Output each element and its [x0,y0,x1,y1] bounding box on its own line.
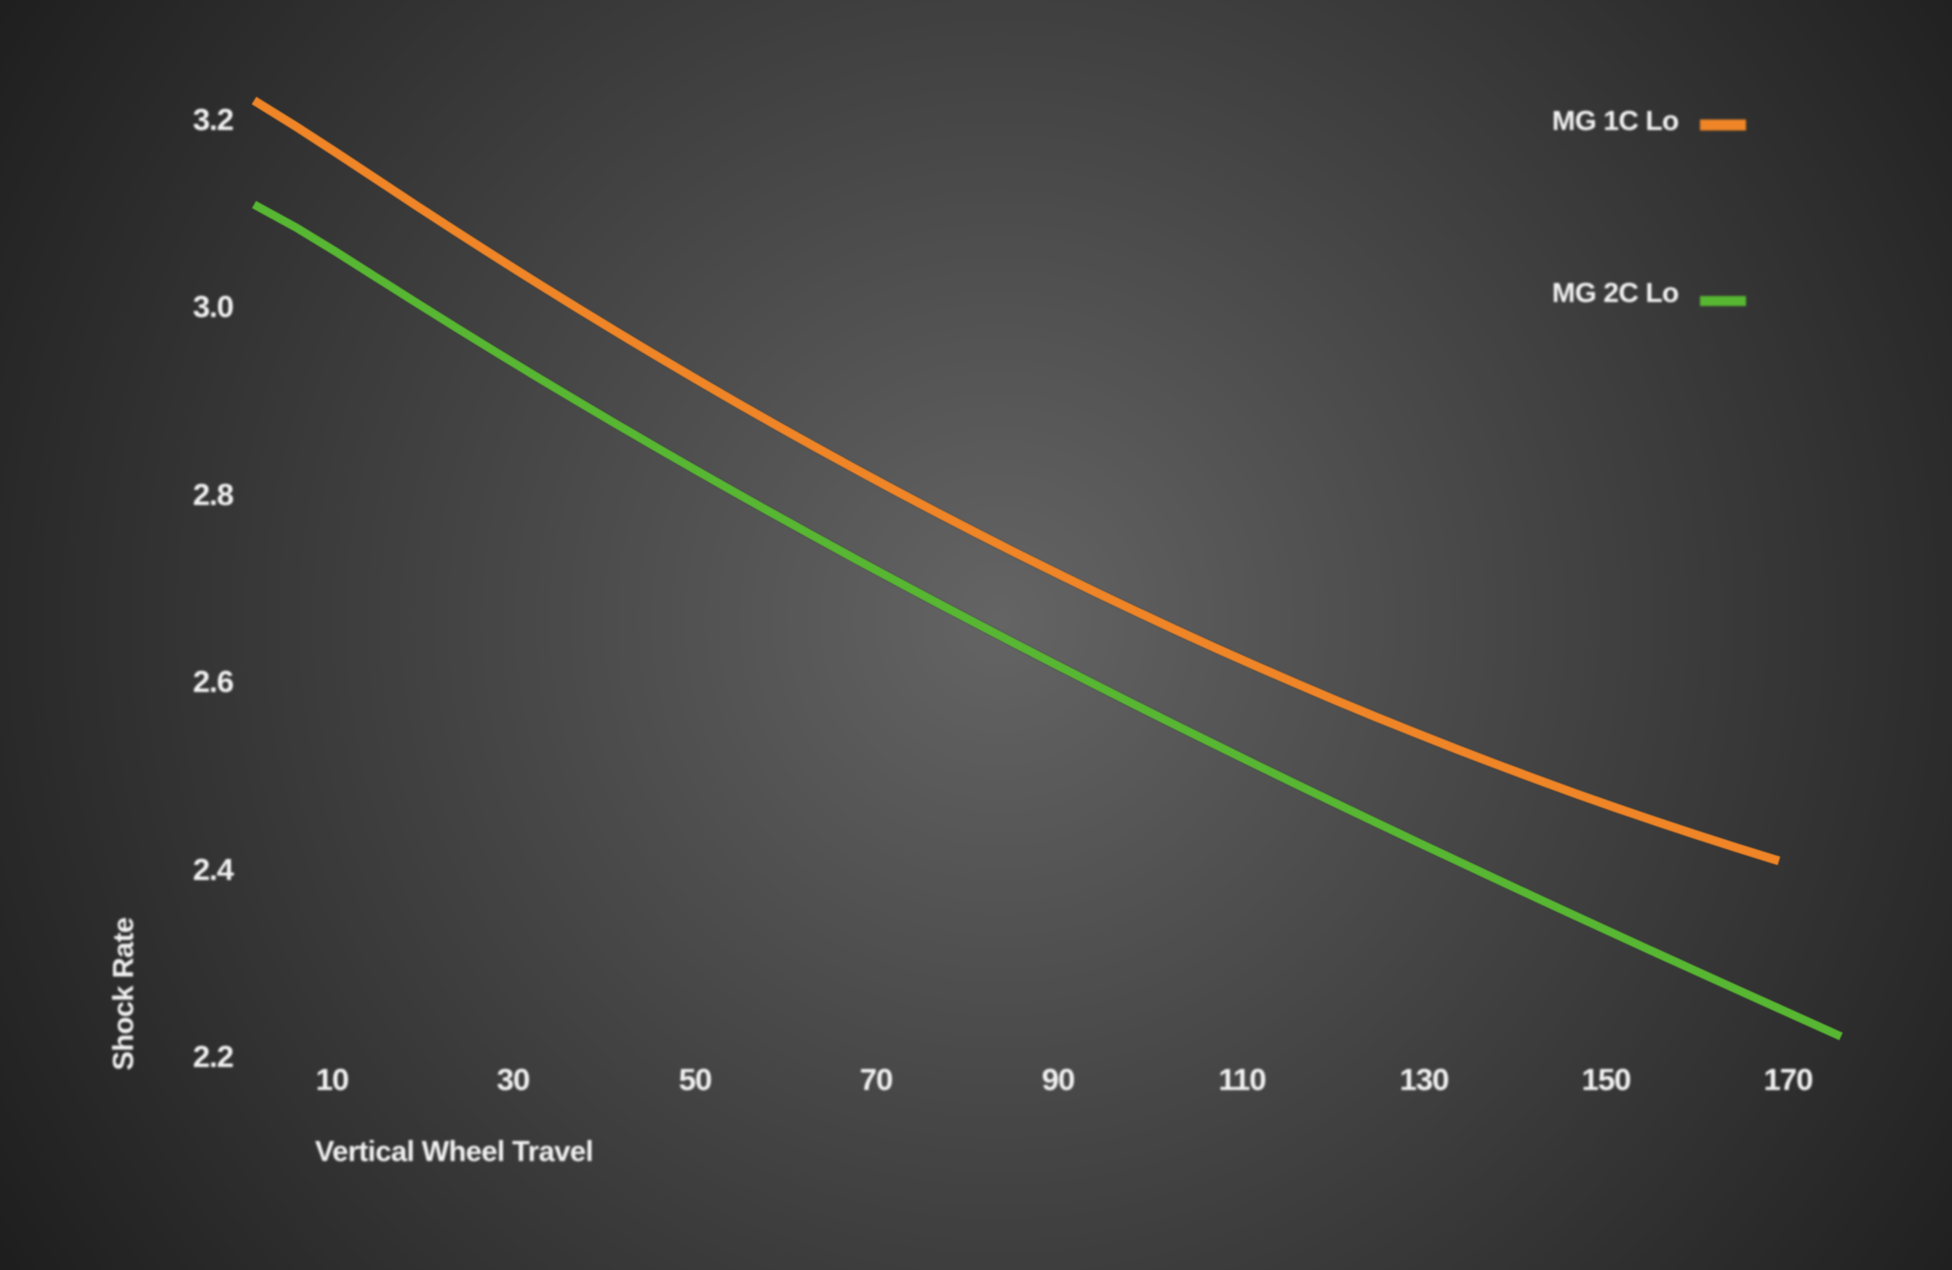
svg-text:2.8: 2.8 [193,477,234,512]
svg-text:70: 70 [860,1062,892,1097]
svg-text:MG 1C Lo: MG 1C Lo [1552,105,1679,136]
svg-text:150: 150 [1582,1062,1631,1097]
svg-text:110: 110 [1218,1062,1265,1097]
svg-text:Shock Rate: Shock Rate [108,917,140,1070]
svg-text:10: 10 [316,1062,348,1097]
svg-text:90: 90 [1042,1062,1074,1097]
svg-text:50: 50 [679,1062,711,1097]
svg-text:2.6: 2.6 [193,664,234,699]
svg-text:170: 170 [1764,1062,1813,1097]
svg-text:3.2: 3.2 [193,102,233,137]
svg-text:30: 30 [497,1062,529,1097]
svg-text:130: 130 [1400,1062,1449,1097]
svg-text:2.4: 2.4 [193,852,235,887]
svg-text:3.0: 3.0 [193,289,233,324]
svg-text:Vertical Wheel Travel: Vertical Wheel Travel [315,1136,593,1168]
svg-text:MG 2C Lo: MG 2C Lo [1552,277,1679,308]
svg-text:2.2: 2.2 [193,1039,233,1074]
